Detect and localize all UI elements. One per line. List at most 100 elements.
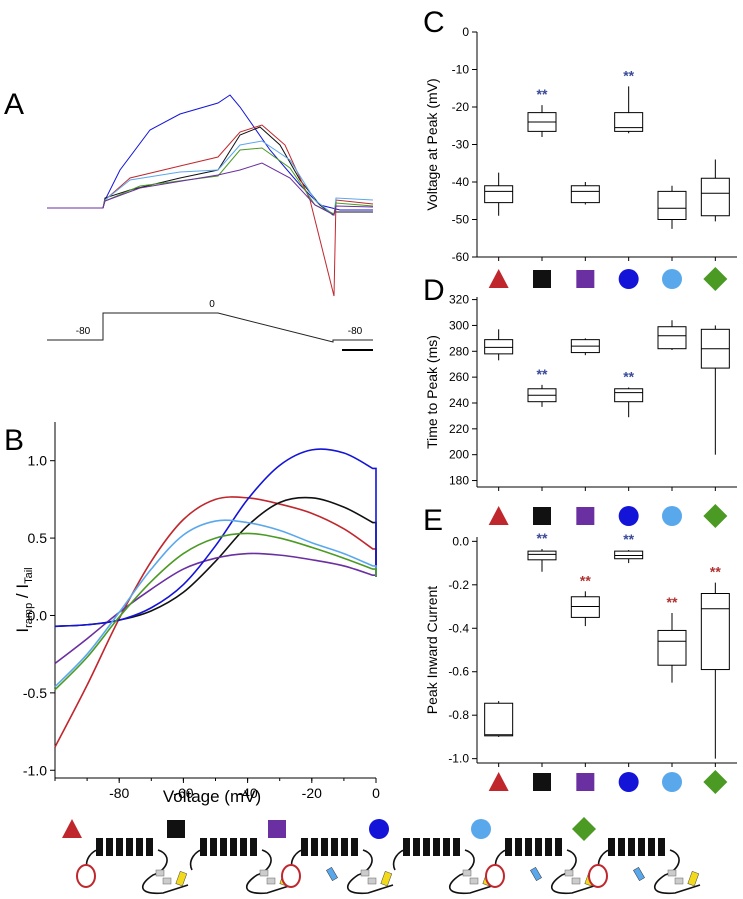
b-ytick-label: 1.0 xyxy=(28,453,48,469)
helix xyxy=(515,838,522,856)
y-axis-label: Peak Inward Current xyxy=(424,586,440,715)
significance-mark: ** xyxy=(580,572,591,588)
grey-domain xyxy=(360,869,370,877)
helix xyxy=(535,838,542,856)
helix xyxy=(443,838,450,856)
trace-red xyxy=(47,124,374,297)
channel-diagram-purple xyxy=(268,820,394,895)
grey-domain xyxy=(469,877,479,885)
helix xyxy=(230,838,237,856)
grey-domain xyxy=(259,869,269,877)
ytick-label: 300 xyxy=(449,318,469,332)
channel-backbone xyxy=(392,849,496,895)
diagram-marker-blue xyxy=(369,819,389,839)
helix xyxy=(423,838,430,856)
helix xyxy=(240,838,247,856)
b-ylabel: Iramp / ITail xyxy=(13,567,35,632)
blue-domain xyxy=(530,866,542,882)
b-xtick-label: -60 xyxy=(173,785,193,801)
helix xyxy=(618,838,625,856)
trace-purple xyxy=(47,162,374,216)
channel-diagram-red xyxy=(62,819,189,895)
marker-lightblue xyxy=(662,772,682,792)
box-blue xyxy=(614,550,644,560)
ytick-label: 280 xyxy=(449,344,469,358)
helix xyxy=(301,838,308,856)
cnbhd-domain xyxy=(175,871,188,887)
box-purple xyxy=(570,185,600,204)
ytick-label: 200 xyxy=(449,448,469,462)
ytick-label: -1.0 xyxy=(448,752,469,766)
helix xyxy=(658,838,665,856)
ytick-label: -60 xyxy=(452,250,470,264)
marker-blue xyxy=(618,269,639,289)
b-series-red xyxy=(54,496,377,748)
box-lightblue xyxy=(657,190,687,220)
grey-domain xyxy=(667,869,677,877)
helix xyxy=(505,838,512,856)
grey-domain xyxy=(162,877,172,885)
ytick-label: 320 xyxy=(449,293,469,307)
pas-domain xyxy=(485,864,505,888)
panel-label-b: B xyxy=(4,424,24,457)
ytick-label: 240 xyxy=(449,396,469,410)
helix xyxy=(96,838,103,856)
helix xyxy=(628,838,635,856)
ytick-label: -0.6 xyxy=(448,665,469,679)
helix xyxy=(126,838,133,856)
grey-domain xyxy=(571,877,581,885)
diagram-marker-lightblue xyxy=(471,819,491,839)
helix xyxy=(433,838,440,856)
b-xtick-label: 0 xyxy=(372,785,380,801)
trace-black xyxy=(47,126,373,216)
box-green xyxy=(700,593,730,671)
helix xyxy=(351,838,358,856)
ytick-label: -0.8 xyxy=(448,708,469,722)
diagram-marker-red xyxy=(62,819,82,838)
channel-diagram-green xyxy=(572,817,701,895)
b-series-green xyxy=(54,532,377,691)
protocol-trace xyxy=(47,312,373,343)
marker-black xyxy=(533,270,551,288)
helix xyxy=(331,838,338,856)
marker-green xyxy=(703,770,728,794)
marker-blue xyxy=(618,506,639,526)
significance-mark: ** xyxy=(623,368,634,384)
marker-red xyxy=(488,269,509,288)
trace-blue xyxy=(47,94,373,211)
marker-blue xyxy=(618,772,639,792)
ytick-label: -20 xyxy=(452,100,470,114)
protocol-label-hold-left: -80 xyxy=(76,326,91,337)
marker-green xyxy=(703,504,728,528)
diagram-marker-green xyxy=(572,817,596,841)
b-ytick-label: -0.5 xyxy=(23,685,47,701)
grey-domain xyxy=(564,869,574,877)
b-xtick-label: -40 xyxy=(237,785,257,801)
significance-mark: ** xyxy=(537,86,548,102)
box-black xyxy=(527,550,557,561)
panel-label-d: D xyxy=(423,274,445,307)
blue-domain xyxy=(633,866,645,882)
significance-mark: ** xyxy=(537,366,548,382)
marker-black xyxy=(533,773,551,791)
panel-e-chart: -1.0 -0.8 -0.6 -0.4 -0.2 0.0 Peak Inward Curre… xyxy=(424,530,737,794)
significance-mark: ** xyxy=(623,531,634,547)
marker-purple xyxy=(576,773,595,791)
y-axis-label: Voltage at Peak (mV) xyxy=(424,78,440,210)
box-red xyxy=(484,702,514,737)
helix xyxy=(116,838,123,856)
protocol-label-step: 0 xyxy=(209,299,215,310)
helix xyxy=(146,838,153,856)
panel-b-chart: -80 -60 -40 -20 0 -1.0 -0.5 0.0 0.5 1.0 Voltage (… xyxy=(13,422,380,806)
grey-domain xyxy=(367,877,377,885)
helix xyxy=(220,838,227,856)
significance-mark: ** xyxy=(667,594,678,610)
b-ytick-label: 0.5 xyxy=(28,530,48,546)
helix xyxy=(136,838,143,856)
b-ytick-label: 0.0 xyxy=(28,607,48,623)
b-xlabel: Voltage (mV) xyxy=(163,787,261,806)
box-blue xyxy=(614,112,644,132)
helix xyxy=(413,838,420,856)
helix xyxy=(648,838,655,856)
